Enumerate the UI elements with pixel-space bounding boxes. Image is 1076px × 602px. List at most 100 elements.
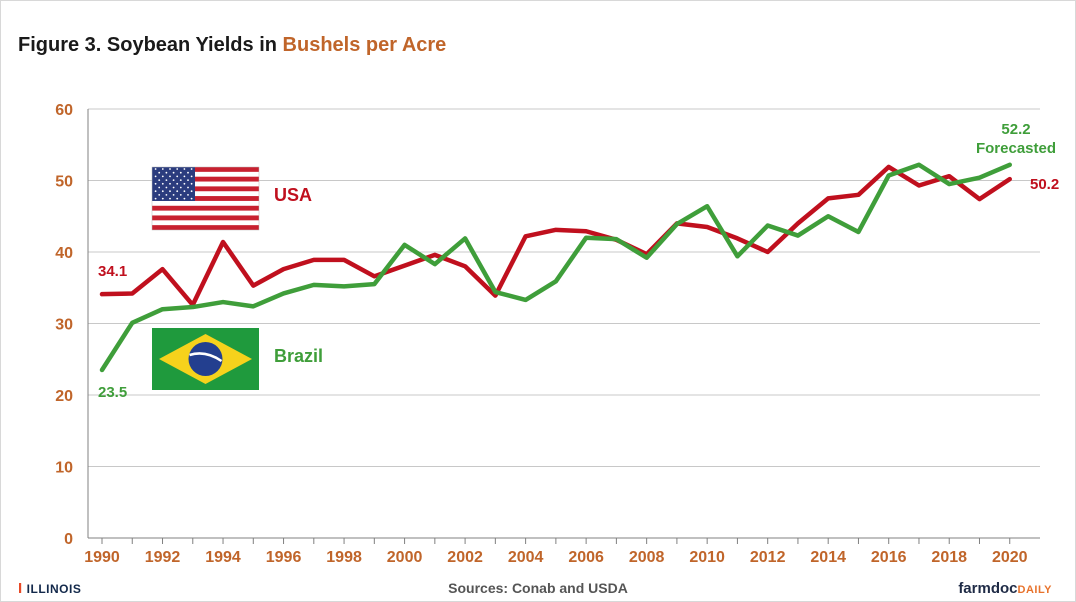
x-tick-label-1990: 1990 (84, 549, 120, 566)
x-tick-label-2010: 2010 (689, 549, 725, 566)
usa-flag-star (179, 186, 182, 189)
usa-flag-star (165, 186, 168, 189)
usa-flag-star (183, 190, 186, 193)
illinois-i-icon: I (18, 580, 23, 597)
usa-flag-star (165, 179, 168, 181)
usa-flag-stripe (152, 205, 259, 211)
x-tick-label-1992: 1992 (145, 549, 181, 566)
brazil-end-label: 52.2 (1001, 121, 1030, 138)
usa-flag-star (176, 190, 179, 193)
y-tick-label-50: 50 (55, 174, 73, 191)
legend-label-brazil: Brazil (274, 346, 323, 366)
usa-flag-star (190, 190, 193, 193)
usa-flag-star (158, 171, 161, 174)
usa-flag-star (190, 197, 193, 200)
usa-flag-star (176, 182, 179, 185)
y-tick-label-30: 30 (55, 317, 73, 334)
x-tick-label-2004: 2004 (508, 549, 544, 566)
x-tick-label-1996: 1996 (266, 549, 302, 566)
y-tick-label-20: 20 (55, 388, 73, 405)
usa-flag-star (154, 197, 157, 200)
usa-start-label: 34.1 (98, 263, 127, 280)
series-lines (99, 162, 1012, 373)
usa-flag-star (161, 168, 164, 170)
usa-flag-stripe (152, 225, 259, 230)
usa-flag-star (154, 168, 157, 170)
usa-flag-star (183, 182, 186, 185)
usa-flag-star (158, 186, 161, 189)
x-tick-label-2008: 2008 (629, 549, 665, 566)
farmdoc-wordmark: farmdoc (958, 580, 1018, 597)
usa-flag-star (183, 197, 186, 200)
usa-flag-star (161, 175, 164, 178)
usa-flag-star (165, 171, 168, 174)
usa-flag-star (169, 182, 171, 185)
y-tick-label-10: 10 (55, 460, 73, 477)
brazil-start-label: 23.5 (98, 384, 127, 401)
chart-title: Figure 3. Soybean Yields in Bushels per … (18, 34, 446, 57)
forecast-label: Forecasted (976, 140, 1056, 157)
usa-flag-star (172, 179, 175, 181)
x-tick-label-2018: 2018 (931, 549, 967, 566)
usa-flag-stripe (152, 196, 259, 201)
y-tick-label-40: 40 (55, 245, 73, 262)
x-tick-label-2006: 2006 (568, 549, 604, 566)
x-tick-label-2000: 2000 (387, 549, 423, 566)
usa-flag-star (179, 194, 182, 196)
usa-flag-star (179, 179, 182, 181)
usa-end-label: 50.2 (1030, 176, 1059, 193)
farmdoc-daily-logo: farmdocDAILY (958, 580, 1052, 597)
usa-flag-star (187, 186, 189, 189)
usa-flag-star (154, 175, 157, 178)
chart-title-accent: Bushels per Acre (282, 34, 447, 56)
usa-flag-star (179, 171, 182, 174)
series-line-brazil (99, 162, 1012, 373)
usa-flag-star (190, 168, 193, 170)
usa-flag-star (158, 179, 161, 181)
usa-flag-star (169, 190, 171, 193)
x-tick-label-2002: 2002 (447, 549, 483, 566)
x-tick-label-2016: 2016 (871, 549, 907, 566)
usa-flag-star (176, 168, 179, 170)
x-tick-label-2014: 2014 (810, 549, 846, 566)
usa-flag-star (161, 190, 164, 193)
usa-flag-star (187, 171, 189, 174)
usa-flag-icon (151, 166, 260, 231)
usa-flag-star (165, 194, 168, 196)
usa-flag-star (172, 194, 175, 196)
usa-flag-star (187, 179, 189, 181)
usa-flag-star (158, 194, 161, 196)
grid-lines (88, 108, 1040, 467)
usa-flag-stripe (152, 186, 259, 192)
illinois-logo: I ILLINOIS (18, 580, 81, 597)
axes: 0 10 20 30 40 50 60 1990 1992 1994 1996 1998 2000 200… (55, 102, 1040, 566)
usa-flag-star (154, 190, 157, 193)
series-line-usa (99, 164, 1012, 308)
usa-flag-star (190, 175, 193, 178)
y-tick-label-60: 60 (55, 102, 73, 119)
x-tick-label-1998: 1998 (326, 549, 362, 566)
usa-flag-star (169, 175, 171, 178)
usa-flag-star (169, 168, 171, 170)
x-tick-label-2020: 2020 (992, 549, 1028, 566)
usa-flag-stripe (152, 167, 259, 172)
usa-flag-star (161, 197, 164, 200)
chart-title-prefix: Figure 3. Soybean Yields in (18, 34, 283, 56)
x-tick-label-2012: 2012 (750, 549, 786, 566)
usa-flag-star (154, 182, 157, 185)
y-tick-label-0: 0 (64, 531, 73, 548)
usa-flag-star (187, 194, 189, 196)
usa-flag-stripe (152, 176, 259, 182)
usa-flag-star (172, 171, 175, 174)
usa-flag-star (183, 175, 186, 178)
illinois-wordmark: ILLINOIS (26, 582, 82, 596)
x-tick-label-1994: 1994 (205, 549, 241, 566)
usa-flag-star (176, 197, 179, 200)
legend-label-usa: USA (274, 185, 312, 205)
usa-flag-star (172, 186, 175, 189)
usa-flag-star (190, 182, 193, 185)
usa-flag-star (183, 168, 186, 170)
daily-wordmark: DAILY (1017, 584, 1052, 596)
brazil-flag-icon (152, 328, 259, 390)
